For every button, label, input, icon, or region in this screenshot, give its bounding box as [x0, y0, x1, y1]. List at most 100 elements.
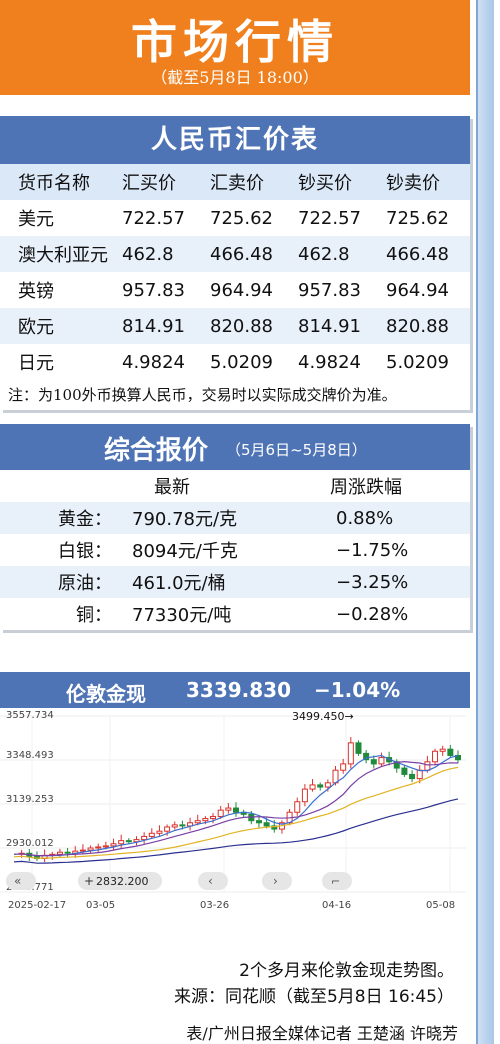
table-row: 白银： 8094元/千克 −1.75% — [0, 534, 470, 566]
currency-name: 澳大利亚元 — [0, 236, 118, 272]
x-tick-label: 03-26 — [200, 900, 229, 911]
reset-button[interactable] — [322, 872, 352, 890]
candle-body — [347, 742, 354, 765]
commodity-price: 461.0元/桶 — [120, 566, 290, 598]
header-banner: 市场行情 （截至5月8日 18:00） — [0, 0, 470, 95]
candle-body — [64, 851, 71, 854]
exchange-rate-panel: 人民币汇价表 货币名称 汇买价 汇卖价 钞买价 钞卖价 美元 722.57 72… — [0, 116, 470, 410]
candle-body — [56, 851, 63, 855]
commodity-name: 铜： — [76, 605, 112, 626]
table-row: 美元 722.57 725.62 722.57 725.62 — [0, 200, 470, 236]
prev-button[interactable] — [198, 872, 228, 890]
exchange-note: 注：为100外币换算人民币，交易时以实际成交牌价为准。 — [0, 380, 470, 410]
column-header: 最新 — [154, 477, 190, 498]
rate-cell: 814.91 — [294, 308, 382, 344]
candle-body — [217, 809, 224, 817]
rate-cell: 462.8 — [294, 236, 382, 272]
rate-cell: 957.83 — [298, 279, 361, 301]
moving-average-line — [13, 760, 459, 857]
candle-body — [332, 769, 339, 784]
commodity-name: 原油： — [0, 566, 120, 598]
commodity-change: −3.25% — [290, 566, 470, 598]
table-header-row: 货币名称 汇买价 汇卖价 钞买价 钞卖价 — [0, 164, 470, 200]
candle-body — [202, 818, 209, 822]
candle-body — [87, 847, 94, 851]
zoom-out-button[interactable] — [78, 872, 162, 890]
currency-name: 美元 — [18, 209, 54, 230]
rate-cell: 820.88 — [382, 308, 470, 344]
byline: 表/广州日报全媒体记者 王楚涵 许晓芳 — [186, 1024, 458, 1043]
column-header: 汇买价 — [118, 164, 206, 200]
candle-body — [225, 807, 232, 811]
x-tick-label: 04-16 — [322, 900, 351, 911]
rate-cell: 466.48 — [382, 236, 470, 272]
quotes-panel: 综合报价 （5月6日~5月8日） 最新 周涨跌幅 黄金： 790.78元/克 0… — [0, 424, 470, 630]
chart-source: 来源：同花顺（截至5月8日 16:45） — [173, 987, 454, 1007]
commodity-price: 790.78元/克 — [120, 502, 290, 534]
table-row: 英镑 957.83 964.94 957.83 964.94 — [0, 272, 470, 308]
candlestick-chart: 3557.7343348.4933139.2532930.0122720.771… — [0, 708, 470, 946]
table-header-row: 最新 周涨跌幅 — [0, 470, 470, 502]
commodity-change: 0.88% — [290, 502, 470, 534]
high-annotation: 3499.450→ — [292, 710, 354, 723]
x-tick-label: 2025-02-17 — [8, 900, 66, 911]
candle-body — [164, 826, 171, 832]
rewind-button[interactable] — [6, 872, 36, 890]
rate-cell: 5.0209 — [210, 351, 273, 373]
page-edge-bar — [476, 0, 494, 1044]
candle-body — [171, 824, 178, 828]
commodity-name: 黄金： — [0, 502, 120, 534]
rate-cell: 462.8 — [118, 236, 206, 272]
rate-cell: 814.91 — [118, 308, 206, 344]
page-title: 市场行情 — [131, 15, 339, 69]
candle-body — [95, 846, 102, 849]
candle-body — [271, 825, 278, 830]
next-button[interactable] — [262, 872, 292, 890]
table-row: 铜： 77330元/吨 −0.28% — [0, 598, 470, 630]
moving-average-line — [13, 798, 459, 864]
column-header: 钞卖价 — [382, 164, 470, 200]
instrument-change: −1.04% — [314, 678, 401, 702]
rate-cell: 466.48 — [206, 236, 294, 272]
rate-cell: 964.94 — [386, 279, 449, 301]
candle-body — [355, 742, 362, 754]
table-row: 黄金： 790.78元/克 0.88% — [0, 502, 470, 534]
candle-body — [324, 782, 331, 788]
candle-body — [309, 784, 316, 790]
table-row: 澳大利亚元 462.8 466.48 462.8 466.48 — [0, 236, 470, 272]
moving-average-line — [13, 766, 459, 859]
commodity-price: 8094元/千克 — [132, 541, 238, 562]
candle-body — [432, 750, 439, 763]
rate-cell: 722.57 — [122, 207, 185, 229]
candle-body — [340, 763, 347, 771]
page-subtitle: （截至5月8日 18:00） — [151, 68, 319, 87]
commodity-name: 白银： — [58, 541, 112, 562]
column-header: 钞买价 — [294, 164, 382, 200]
gold-chart-panel: 伦敦金现 3339.830 −1.04% 3557.734 3348.493 313… — [0, 672, 470, 946]
candle-body — [409, 773, 416, 780]
table-row: 欧元 814.91 820.88 814.91 820.88 — [0, 308, 470, 344]
candle-body — [210, 815, 217, 820]
chart-caption: 2个多月来伦敦金现走势图。 — [239, 961, 454, 981]
rate-cell: 725.62 — [210, 207, 273, 229]
chart-toolbar: « + 2832.200 ‹ › ⌐ — [6, 872, 352, 890]
candle-body — [317, 784, 324, 788]
zoom-icon: + — [84, 874, 94, 888]
column-header: 汇卖价 — [206, 164, 294, 200]
candle-body — [363, 752, 370, 761]
reset-icon: ⌐ — [331, 875, 340, 888]
commodity-change: −0.28% — [336, 603, 409, 625]
candle-body — [102, 845, 109, 848]
candle-body — [179, 824, 186, 827]
exchange-rate-table: 货币名称 汇买价 汇卖价 钞买价 钞卖价 美元 722.57 725.62 72… — [0, 164, 470, 380]
rate-cell: 820.88 — [206, 308, 294, 344]
column-header: 周涨跌幅 — [330, 477, 402, 498]
candle-body — [378, 757, 385, 765]
quotes-header: 综合报价 （5月6日~5月8日） — [0, 424, 470, 470]
candle-body — [255, 820, 262, 824]
rate-cell: 964.94 — [210, 279, 273, 301]
rate-cell: 722.57 — [298, 207, 361, 229]
currency-name: 欧元 — [0, 308, 118, 344]
chart-header: 伦敦金现 3339.830 −1.04% — [0, 672, 470, 708]
